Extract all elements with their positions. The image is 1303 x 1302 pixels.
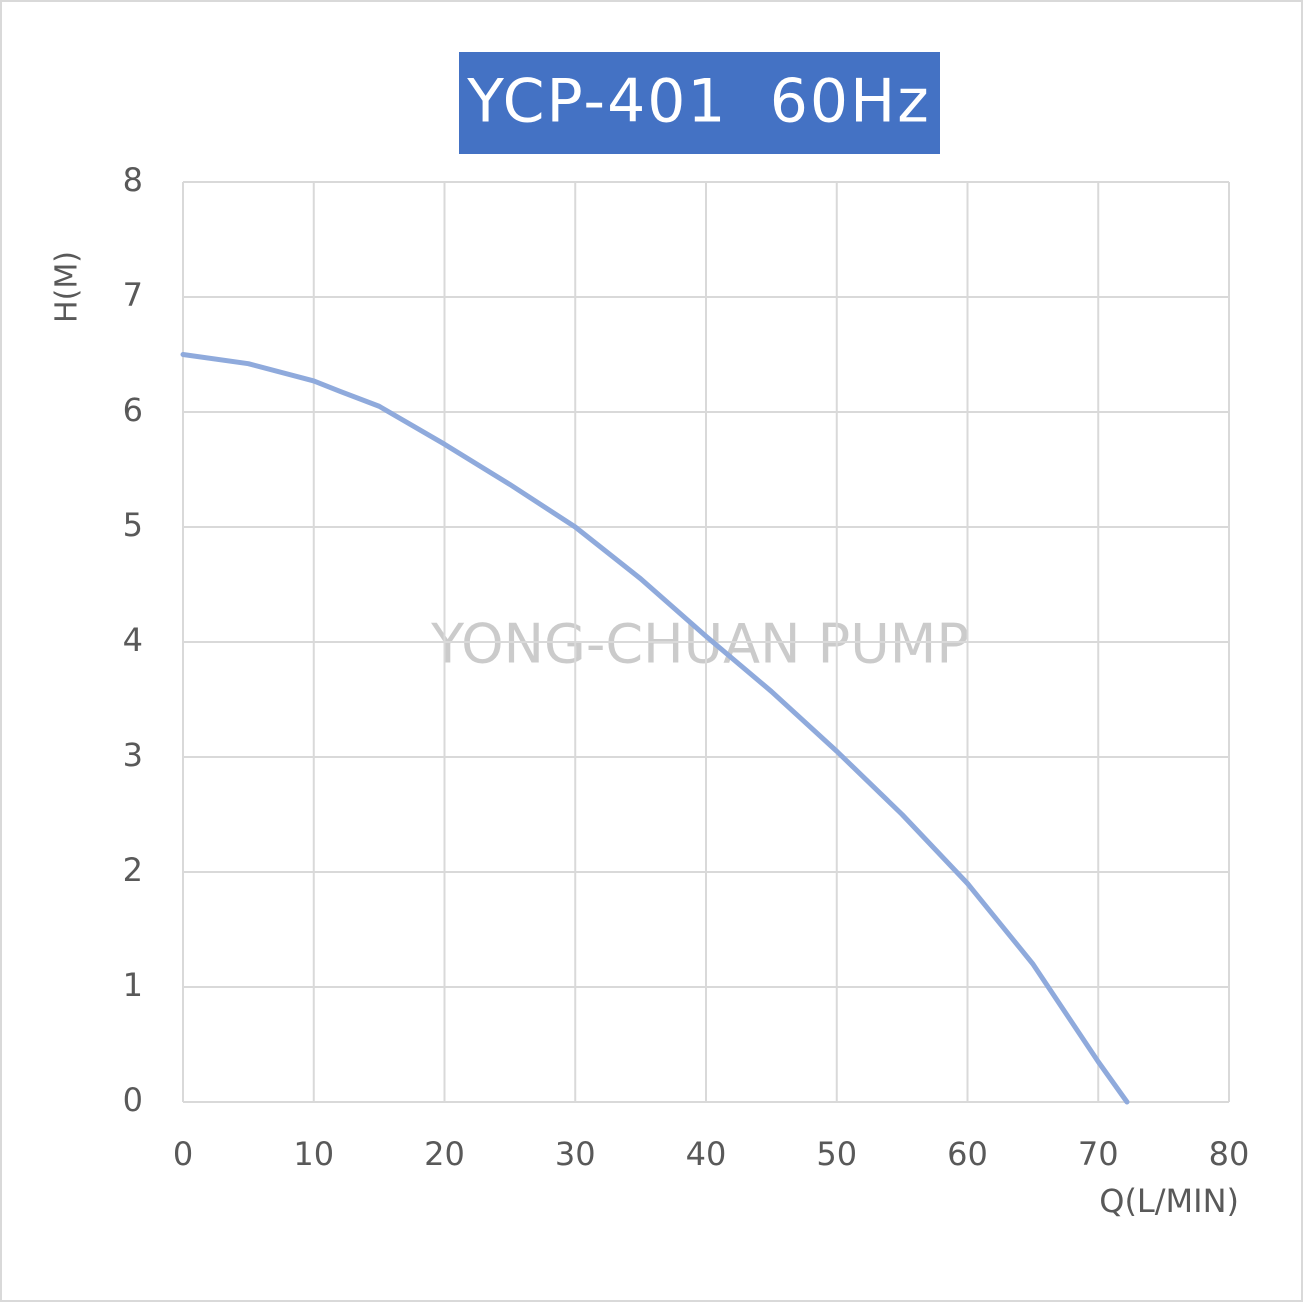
y-tick-label: 1 [123,966,143,1004]
x-tick-label: 10 [293,1135,334,1173]
chart-title: YCP-401 60Hz [466,67,930,137]
title-box [459,52,940,154]
y-tick-label: 5 [123,506,143,544]
y-tick-label: 8 [123,161,143,199]
y-tick-label: 6 [123,391,143,429]
x-tick-label: 30 [555,1135,596,1173]
x-tick-label: 50 [816,1135,857,1173]
x-tick-label: 60 [947,1135,988,1173]
x-axis-label: Q(L/MIN) [1099,1182,1239,1220]
x-tick-label: 40 [686,1135,727,1173]
y-tick-label: 0 [123,1081,143,1119]
x-tick-label: 80 [1209,1135,1250,1173]
y-tick-label: 2 [123,851,143,889]
y-axis-label: H(M) [50,251,85,323]
watermark: YONG-CHUAN PUMP [430,613,969,676]
x-tick-label: 20 [424,1135,465,1173]
y-tick-label: 7 [123,276,143,314]
x-tick-label: 0 [173,1135,193,1173]
y-tick-label: 4 [123,621,143,659]
x-tick-label: 70 [1078,1135,1119,1173]
y-tick-label: 3 [123,736,143,774]
line [180,352,1130,1105]
